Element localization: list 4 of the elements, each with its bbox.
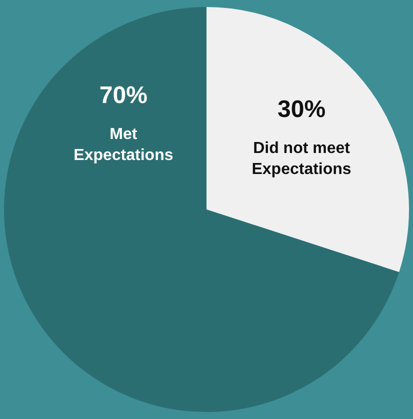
- data-label: 70%: [99, 82, 148, 110]
- slice-label: Met Expectations: [74, 126, 174, 164]
- slice-label: Did not meet Expectations: [252, 140, 352, 178]
- data-label: 30%: [277, 96, 326, 124]
